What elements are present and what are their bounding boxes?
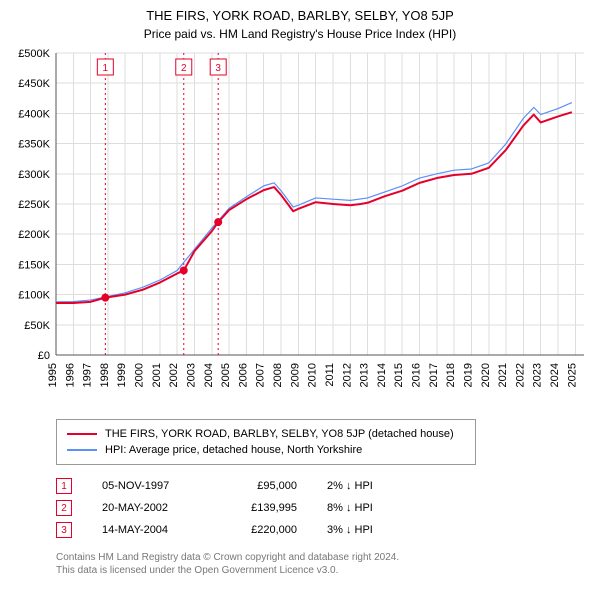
svg-text:1999: 1999 xyxy=(116,363,128,387)
svg-text:2013: 2013 xyxy=(359,363,371,387)
svg-text:1995: 1995 xyxy=(47,363,59,387)
footnote: Contains HM Land Registry data © Crown c… xyxy=(56,551,590,577)
sale-price: £95,000 xyxy=(227,480,297,492)
svg-text:2022: 2022 xyxy=(514,363,526,387)
svg-text:2014: 2014 xyxy=(376,363,388,387)
svg-text:2006: 2006 xyxy=(237,363,249,387)
svg-text:2009: 2009 xyxy=(289,363,301,387)
sale-marker-box: 1 xyxy=(56,478,72,494)
svg-text:£400K: £400K xyxy=(18,108,50,120)
chart-plot: £0 £50K £100K £150K £200K £250K £300K £350K £400… xyxy=(10,49,590,409)
svg-text:2007: 2007 xyxy=(255,363,267,387)
legend-label: HPI: Average price, detached house, Nort… xyxy=(105,444,362,456)
svg-text:2003: 2003 xyxy=(185,363,197,387)
legend-label: THE FIRS, YORK ROAD, BARLBY, SELBY, YO8 … xyxy=(105,428,454,440)
svg-text:2011: 2011 xyxy=(324,363,336,387)
svg-text:£250K: £250K xyxy=(18,199,50,211)
svg-text:2025: 2025 xyxy=(566,363,578,387)
svg-text:£450K: £450K xyxy=(18,78,50,90)
chart-svg: £0 £50K £100K £150K £200K £250K £300K £350K £400… xyxy=(10,49,590,409)
sale-price: £220,000 xyxy=(227,524,297,536)
sale-marker-box: 3 xyxy=(56,522,72,538)
svg-text:2001: 2001 xyxy=(151,363,163,387)
svg-text:2023: 2023 xyxy=(532,363,544,387)
svg-text:2012: 2012 xyxy=(341,363,353,387)
chart-title: THE FIRS, YORK ROAD, BARLBY, SELBY, YO8 … xyxy=(10,8,590,23)
svg-text:2017: 2017 xyxy=(428,363,440,387)
svg-text:1998: 1998 xyxy=(99,363,111,387)
svg-text:2000: 2000 xyxy=(134,363,146,387)
svg-text:1997: 1997 xyxy=(82,363,94,387)
legend-swatch xyxy=(67,449,97,450)
legend-item: HPI: Average price, detached house, Nort… xyxy=(67,442,465,458)
legend: THE FIRS, YORK ROAD, BARLBY, SELBY, YO8 … xyxy=(56,419,476,465)
svg-text:2002: 2002 xyxy=(168,363,180,387)
sales-table: 1 05-NOV-1997 £95,000 2% ↓ HPI 2 20-MAY-2002 £… xyxy=(56,475,590,541)
svg-text:£350K: £350K xyxy=(18,139,50,151)
svg-text:2010: 2010 xyxy=(307,363,319,387)
svg-text:£50K: £50K xyxy=(24,320,50,332)
sale-row: 2 20-MAY-2002 £139,995 8% ↓ HPI xyxy=(56,497,590,519)
svg-text:2019: 2019 xyxy=(462,363,474,387)
sale-diff: 2% ↓ HPI xyxy=(327,480,417,492)
svg-text:2018: 2018 xyxy=(445,363,457,387)
legend-item: THE FIRS, YORK ROAD, BARLBY, SELBY, YO8 … xyxy=(67,426,465,442)
svg-text:£150K: £150K xyxy=(18,259,50,271)
svg-text:1: 1 xyxy=(103,63,109,74)
sale-date: 20-MAY-2002 xyxy=(102,502,197,514)
svg-text:2024: 2024 xyxy=(549,363,561,387)
svg-text:2016: 2016 xyxy=(411,363,423,387)
chart-container: THE FIRS, YORK ROAD, BARLBY, SELBY, YO8 … xyxy=(0,0,600,585)
sale-marker-box: 2 xyxy=(56,500,72,516)
svg-text:2020: 2020 xyxy=(480,363,492,387)
legend-swatch xyxy=(67,433,97,435)
footnote-line-2: This data is licensed under the Open Gov… xyxy=(56,564,590,577)
sale-diff: 3% ↓ HPI xyxy=(327,524,417,536)
svg-text:2015: 2015 xyxy=(393,363,405,387)
svg-text:2: 2 xyxy=(181,63,187,74)
svg-text:£0: £0 xyxy=(38,350,50,362)
svg-text:3: 3 xyxy=(215,63,221,74)
svg-text:2004: 2004 xyxy=(203,363,215,387)
svg-text:1996: 1996 xyxy=(64,363,76,387)
svg-text:£300K: £300K xyxy=(18,169,50,181)
sale-date: 05-NOV-1997 xyxy=(102,480,197,492)
sale-date: 14-MAY-2004 xyxy=(102,524,197,536)
svg-text:2008: 2008 xyxy=(272,363,284,387)
footnote-line-1: Contains HM Land Registry data © Crown c… xyxy=(56,551,590,564)
svg-text:£500K: £500K xyxy=(18,49,50,60)
svg-text:2021: 2021 xyxy=(497,363,509,387)
sale-row: 3 14-MAY-2004 £220,000 3% ↓ HPI xyxy=(56,519,590,541)
chart-subtitle: Price paid vs. HM Land Registry's House … xyxy=(10,27,590,41)
svg-text:£100K: £100K xyxy=(18,290,50,302)
sale-diff: 8% ↓ HPI xyxy=(327,502,417,514)
svg-text:£200K: £200K xyxy=(18,229,50,241)
svg-text:2005: 2005 xyxy=(220,363,232,387)
sale-price: £139,995 xyxy=(227,502,297,514)
sale-row: 1 05-NOV-1997 £95,000 2% ↓ HPI xyxy=(56,475,590,497)
